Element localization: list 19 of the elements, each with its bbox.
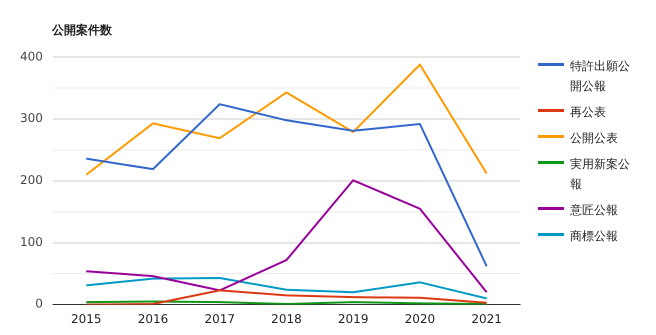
legend-label: 公開公表: [570, 130, 619, 147]
legend-label: 再公表: [570, 104, 607, 121]
x-tick-label: 2020: [404, 312, 436, 326]
x-tick-label: 2016: [138, 312, 168, 326]
legend-label: 意匠公報: [570, 202, 619, 219]
legend-label: 商標公報: [570, 228, 619, 245]
y-tick-label: 0: [35, 296, 43, 311]
x-tick-label: 2018: [271, 312, 302, 326]
y-tick-label: 400: [20, 49, 43, 64]
x-tick-label: 2019: [338, 312, 368, 326]
y-tick-label: 300: [20, 111, 43, 126]
x-tick-label: 2017: [204, 312, 235, 326]
y-tick-label: 200: [20, 173, 43, 188]
x-tick-label: 2015: [70, 312, 102, 326]
chart-title: 公開案件数: [52, 22, 112, 39]
legend-label: 特許出願公開公報: [570, 58, 631, 95]
x-tick-label: 2021: [471, 312, 502, 326]
y-tick-label: 100: [20, 234, 43, 249]
legend-label: 実用新案公報: [570, 156, 631, 193]
